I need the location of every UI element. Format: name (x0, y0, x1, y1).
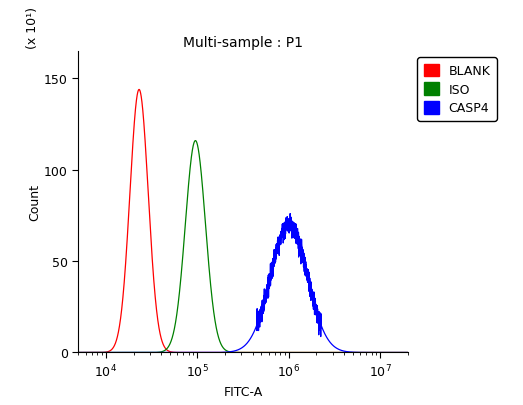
ISO (192, 139, 199, 144)
X-axis label: FITC-A: FITC-A (223, 385, 263, 398)
Text: (x 10¹): (x 10¹) (26, 7, 39, 49)
ISO (405, 350, 411, 355)
CASP4 (290, 226, 296, 231)
CASP4 (346, 350, 353, 354)
Line: BLANK: BLANK (78, 90, 408, 353)
ISO (346, 350, 353, 355)
BLANK (75, 350, 82, 355)
CASP4 (405, 350, 411, 355)
ISO (135, 350, 141, 355)
Y-axis label: Count: Count (28, 184, 41, 221)
CASP4 (135, 350, 141, 355)
CASP4 (201, 350, 208, 355)
BLANK (273, 350, 279, 355)
Line: CASP4: CASP4 (78, 214, 408, 353)
BLANK (201, 350, 208, 355)
BLANK (135, 89, 141, 94)
Line: ISO: ISO (78, 141, 408, 353)
ISO (321, 350, 327, 355)
ISO (201, 208, 208, 213)
BLANK (136, 88, 142, 93)
CASP4 (287, 211, 293, 216)
BLANK (405, 350, 411, 355)
CASP4 (273, 255, 279, 260)
ISO (273, 350, 279, 355)
Title: Multi-sample : P1: Multi-sample : P1 (183, 35, 303, 49)
CASP4 (75, 350, 82, 355)
Legend: BLANK, ISO, CASP4: BLANK, ISO, CASP4 (417, 58, 497, 122)
BLANK (290, 350, 296, 355)
CASP4 (321, 330, 327, 335)
ISO (75, 350, 82, 355)
BLANK (346, 350, 353, 355)
BLANK (321, 350, 327, 355)
ISO (290, 350, 296, 355)
